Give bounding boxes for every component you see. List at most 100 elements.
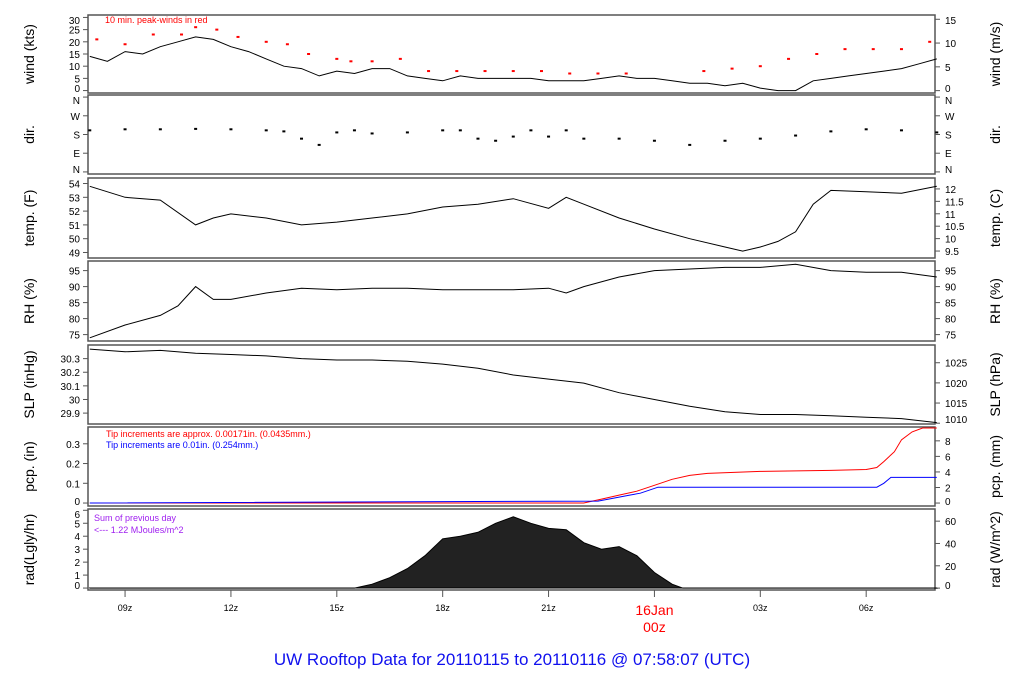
peak-wind-point (427, 70, 431, 73)
y-axis-label: pcp. (in) (21, 441, 37, 492)
pcp-red-line (89, 427, 937, 504)
x-tick-label: 09z (118, 603, 133, 613)
peak-wind-point (180, 33, 184, 36)
peak-wind-point (335, 57, 339, 60)
dir-point (723, 139, 727, 142)
y-right-tick-label: 11.5 (945, 197, 964, 208)
dir-point (441, 129, 445, 132)
peak-winds-annotation: 10 min. peak-winds in red (105, 15, 208, 25)
peak-wind-point (123, 43, 127, 46)
y-right-tick-label: 15 (945, 16, 957, 27)
y-right-tick-label: 0 (945, 497, 951, 508)
y-tick-label: 0 (74, 84, 80, 95)
y-tick-label: 54 (69, 180, 81, 191)
y-tick-label: 15 (69, 50, 81, 61)
dir-point (352, 129, 356, 132)
x-tick-label: 06z (859, 603, 874, 613)
y-tick-label: 95 (69, 267, 81, 278)
dir-point (300, 137, 304, 140)
y-tick-label: 6 (74, 510, 80, 521)
y-tick-label: 51 (69, 221, 81, 232)
y-tick-label: 30 (69, 395, 81, 406)
peak-wind-point (843, 48, 847, 51)
y-tick-label: 0.2 (66, 460, 80, 471)
y-right-tick-label: 6 (945, 452, 951, 463)
dir-point (282, 130, 286, 133)
y-right-tick-label: 40 (945, 539, 957, 550)
y-tick-label: 90 (69, 283, 81, 294)
y-right-tick-label: 90 (945, 283, 957, 294)
y-tick-label: 5 (74, 74, 80, 85)
dir-point (317, 143, 321, 146)
panel-frame (87, 260, 936, 342)
panel-rh: 75 80 85 90 95 75 80 85 90 95 RH (%) RH (%) (21, 260, 1003, 342)
y-axis-label: temp. (F) (21, 190, 37, 247)
y-right-tick-label: 1020 (945, 379, 968, 390)
y-right-tick-label: 9.5 (945, 247, 959, 258)
panel-frame (87, 94, 936, 175)
dir-point (758, 137, 762, 140)
dir-point (494, 139, 498, 142)
y-right-tick-label: 20 (945, 562, 957, 573)
y-tick-label: 75 (69, 331, 81, 342)
peak-wind-point (194, 26, 198, 29)
dir-point (229, 128, 233, 131)
dir-point (123, 128, 127, 131)
peak-wind-point (483, 70, 487, 73)
peak-wind-point (349, 60, 353, 63)
peak-wind-point (151, 33, 155, 36)
y-tick-label: 52 (69, 207, 81, 218)
x-tick-label: 03z (753, 603, 768, 613)
y-tick-label: 30.1 (61, 382, 81, 393)
y-right-tick-label: N (945, 165, 952, 176)
blue-tip-note: Tip increments are 0.01in. (0.254mm.) (106, 440, 258, 450)
peak-wind-point (730, 67, 734, 70)
x-date-label: 16Jan (635, 602, 673, 618)
prev-day-sum-label: Sum of previous day (94, 513, 177, 523)
y-right-tick-label: E (945, 149, 952, 160)
peak-wind-point (787, 57, 791, 60)
y-tick-label: 1 (74, 571, 80, 582)
peak-wind-point (758, 65, 762, 68)
y-right-tick-label: 1010 (945, 415, 968, 426)
y-right-tick-label: 60 (945, 517, 957, 528)
peak-wind-point (624, 72, 628, 75)
y-tick-label: 0.1 (66, 479, 80, 490)
peak-wind-point (95, 38, 99, 41)
red-tip-note: Tip increments are approx. 0.00171in. (0… (106, 429, 311, 439)
y-tick-label: N (73, 165, 80, 176)
dir-point (899, 129, 903, 132)
y-tick-label: 49 (69, 248, 81, 259)
y-tick-label: 0 (74, 497, 80, 508)
y-tick-label: 2 (74, 558, 80, 569)
y-right-tick-label: 1025 (945, 359, 968, 370)
prev-day-sum-value: <--- 1.22 MJoules/m^2 (94, 525, 184, 535)
panel-frame (87, 177, 936, 259)
y-right-tick-label: 8 (945, 437, 951, 448)
dir-point (829, 130, 833, 133)
y-right-tick-label: 75 (945, 331, 957, 342)
y-right-tick-label: W (945, 112, 955, 123)
y-tick-label: 25 (69, 26, 81, 37)
panel-frame (87, 426, 936, 507)
x-tick-label-00z: 00z (643, 619, 666, 635)
y-axis-label: rad(Lgly/hr) (21, 514, 37, 586)
dir-point (864, 128, 868, 131)
rh-line (89, 263, 937, 339)
y-right-tick-label: 11 (945, 210, 956, 221)
y-tick-label: 4 (74, 532, 80, 543)
chart-title: UW Rooftop Data for 20110115 to 20110116… (273, 650, 751, 669)
y-right-axis-label: wind (m/s) (987, 22, 1003, 88)
slp-line (89, 348, 937, 424)
y-right-tick-label: 1015 (945, 399, 968, 410)
y-right-axis-label: temp. (C) (987, 189, 1003, 247)
y-tick-label: 0.3 (66, 440, 80, 451)
peak-wind-point (702, 70, 706, 73)
peak-wind-point (370, 60, 374, 63)
y-tick-label: W (71, 112, 81, 123)
dir-point (476, 137, 480, 140)
y-right-tick-label: 5 (945, 63, 951, 74)
y-tick-label: 5 (74, 519, 80, 530)
dir-point (264, 129, 268, 132)
y-right-tick-label: 10.5 (945, 222, 965, 233)
